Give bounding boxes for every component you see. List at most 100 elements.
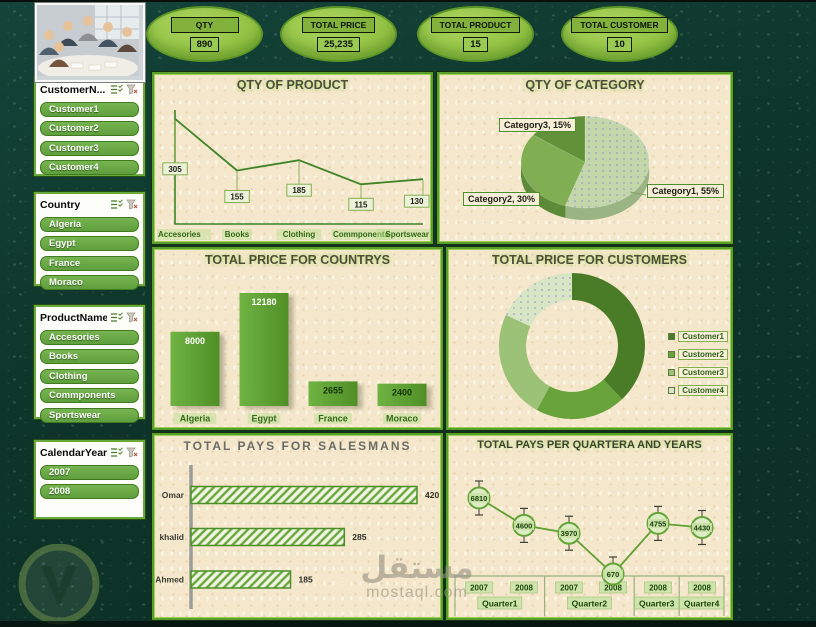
slicer-title-productname: ProductName (40, 311, 107, 324)
chart-panel-total-pays-salesmans: TOTAL PAYS FOR SALESMANS 420 Omar 285 khali… (152, 433, 443, 620)
slicer-item-customer3[interactable]: Customer3 (40, 140, 139, 156)
kpi-row: QTY 890 TOTAL PRICE 25,235 TOTAL PRODUCT 15 TO… (0, 0, 816, 70)
slicer-item-customer4[interactable]: Customer4 (40, 160, 139, 175)
slicer-item-customer1[interactable]: Customer1 (40, 101, 139, 117)
svg-text:2655: 2655 (323, 385, 343, 395)
svg-text:Quarter3: Quarter3 (639, 599, 675, 609)
slicer-header: CalendarYear (40, 445, 139, 460)
svg-text:2008: 2008 (515, 584, 533, 593)
svg-text:4430: 4430 (694, 524, 711, 533)
slicer-item-2008[interactable]: 2008 (40, 484, 139, 499)
svg-text:2400: 2400 (392, 388, 412, 398)
qty-of-category-plot (440, 96, 732, 242)
slicer-item-algeria[interactable]: Algeria (40, 216, 139, 232)
kpi-value: 25,235 (316, 36, 361, 52)
chart-title: TOTAL PAYS FOR SALESMANS (183, 439, 412, 453)
kpi-label: QTY (170, 16, 239, 33)
svg-text:Algeria: Algeria (180, 414, 212, 424)
slicer-item-customer2[interactable]: Customer2 (40, 121, 139, 136)
clear-filter-icon[interactable] (126, 199, 139, 210)
svg-text:Sportswear: Sportswear (385, 230, 429, 239)
svg-text:8000: 8000 (185, 336, 205, 346)
kpi-label: TOTAL PRODUCT (430, 16, 521, 33)
multi-select-icon[interactable] (110, 312, 123, 323)
kpi-value: 10 (607, 36, 632, 52)
total-pays-quarters-plot: 2007 2008 2007 2008 2008 2008 Quarter1 Quarter2… (449, 459, 732, 619)
legend-swatch (668, 387, 676, 394)
slicer-item-egypt[interactable]: Egypt (40, 236, 139, 251)
slicer-country: Country Algeria Egypt France Moraco (34, 192, 145, 290)
kpi-value: 890 (189, 36, 220, 52)
clear-filter-icon[interactable] (126, 447, 139, 458)
multi-select-icon[interactable] (110, 84, 123, 95)
kpi-label: TOTAL CUSTOMER (571, 16, 668, 33)
chart-panel-qty-of-category: QTY OF CATEGORY Category1, 55% Category2,… (437, 72, 733, 244)
multi-select-icon[interactable] (110, 447, 123, 458)
legend-swatch (668, 369, 676, 376)
slicer-item-accesories[interactable]: Accesories (40, 329, 139, 345)
svg-text:2008: 2008 (604, 584, 622, 593)
slicer-title-country: Country (40, 198, 81, 211)
svg-text:Moraco: Moraco (386, 414, 419, 424)
slicer-item-moraco[interactable]: Moraco (40, 275, 139, 290)
chart-panel-total-pays-quarters: TOTAL PAYS PER QUARTERA AND YEARS 2007 20… (446, 433, 733, 620)
legend-swatch (668, 333, 676, 340)
kpi-total-price: TOTAL PRICE 25,235 (280, 6, 397, 62)
chart-title: QTY OF CATEGORY (525, 78, 645, 92)
legend-label: Customer4 (678, 385, 728, 396)
slicer-calendaryear: CalendarYear 2007 2008 (34, 440, 145, 519)
kpi-qty: QTY 890 (146, 6, 263, 62)
svg-text:2007: 2007 (470, 584, 488, 593)
legend-label: Customer2 (678, 349, 728, 360)
legend-label: Customer1 (678, 331, 728, 342)
total-price-customers-plot (449, 269, 732, 428)
slicer-item-books[interactable]: Books (40, 349, 139, 364)
legend-item-customer3: Customer3 (668, 367, 728, 378)
chart-title: QTY OF PRODUCT (236, 78, 349, 92)
slicer-items: Customer1 Customer2 Customer3 Customer4 (40, 101, 139, 175)
svg-text:285: 285 (352, 532, 366, 542)
svg-text:6810: 6810 (471, 494, 488, 503)
svg-text:2008: 2008 (693, 584, 711, 593)
slicer-item-commponents[interactable]: Commponents (40, 388, 139, 403)
clear-filter-icon[interactable] (126, 312, 139, 323)
slicer-item-sportswear[interactable]: Sportswear (40, 407, 139, 423)
multi-select-icon[interactable] (110, 199, 123, 210)
pie-label-category3: Category3, 15% (499, 118, 577, 132)
slicer-header: CustomerN... (40, 82, 139, 97)
logo-watermark (14, 544, 106, 627)
slicer-items: Accesories Books Clothing Commponents Sports… (40, 329, 139, 423)
slicer-productname: ProductName Accesories Books Clothing Commp… (34, 305, 145, 423)
kpi-value: 15 (463, 36, 488, 52)
total-price-countrys-plot: 8000 12180 2655 2400 Algeria Egypt France Morac… (155, 271, 442, 429)
svg-text:4600: 4600 (516, 521, 533, 530)
qty-of-product-plot: 305 155 185 115 130 Accesories Books Clothing Co… (155, 96, 432, 242)
svg-text:420: 420 (425, 490, 439, 500)
meeting-photo-image (37, 5, 143, 76)
clear-filter-icon[interactable] (126, 84, 139, 95)
legend-swatch (668, 351, 676, 358)
svg-text:12180: 12180 (251, 297, 276, 307)
slicer-items: Algeria Egypt France Moraco (40, 216, 139, 290)
kpi-total-product: TOTAL PRODUCT 15 (417, 6, 534, 62)
svg-text:Quarter2: Quarter2 (572, 599, 608, 609)
svg-text:4755: 4755 (650, 519, 667, 528)
svg-text:Ahmed: Ahmed (155, 575, 184, 585)
slicer-item-2007[interactable]: 2007 (40, 464, 139, 480)
svg-text:305: 305 (168, 165, 182, 174)
svg-text:Egypt: Egypt (251, 414, 276, 424)
donut-legend: Customer1 Customer2 Customer3 Customer4 (668, 331, 728, 396)
svg-text:670: 670 (607, 570, 620, 579)
slicer-item-france[interactable]: France (40, 255, 139, 271)
slicer-item-clothing[interactable]: Clothing (40, 368, 139, 384)
slicer-title-customername: CustomerN... (40, 83, 106, 96)
bottom-edge-strip (0, 621, 816, 627)
svg-text:185: 185 (292, 186, 306, 195)
chart-title: TOTAL PAYS PER QUARTERA AND YEARS (477, 439, 702, 451)
svg-text:Quarter4: Quarter4 (684, 599, 720, 609)
slicer-header: Country (40, 197, 139, 212)
svg-text:Clothing: Clothing (283, 230, 316, 239)
svg-text:khalid: khalid (159, 532, 184, 542)
kpi-label: TOTAL PRICE (301, 16, 376, 33)
